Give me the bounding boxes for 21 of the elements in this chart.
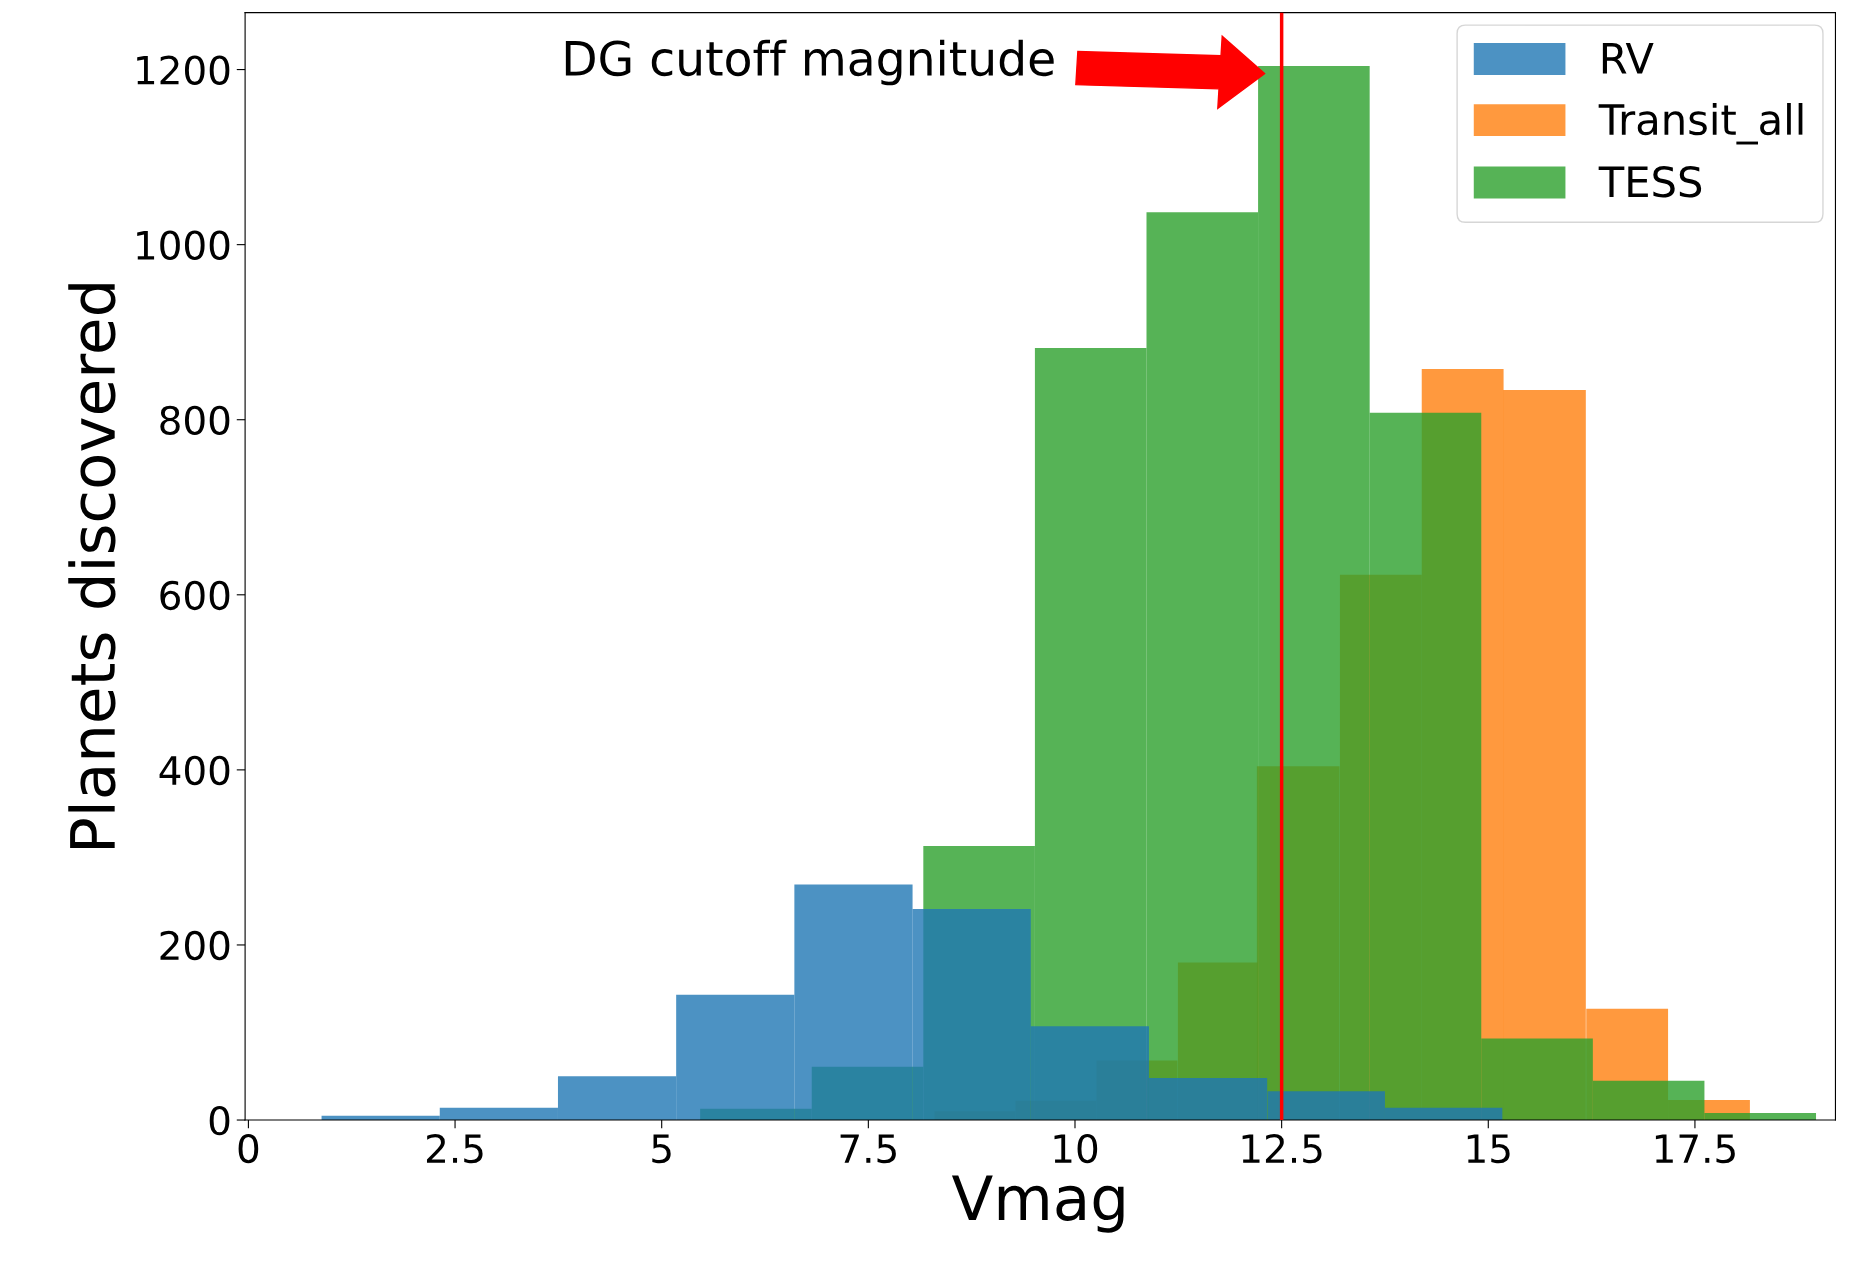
y-axis-title: Planets discovered [68, 284, 116, 849]
legend-label: RV [1602, 43, 1654, 74]
x-tick-label: 0 [238, 1133, 259, 1164]
x-tick-label: 17.5 [1655, 1134, 1735, 1164]
x-tick-label: 2.5 [426, 1133, 483, 1164]
x-tick-label: 5 [652, 1134, 671, 1164]
y-tick-label: 600 [160, 580, 230, 611]
y-tick-label: 0 [209, 1105, 230, 1136]
y-tick-label: 1000 [137, 230, 230, 260]
legend-label: TESS [1598, 166, 1702, 198]
y-tick-label: 200 [160, 930, 230, 961]
y-tick-label: 400 [159, 755, 230, 786]
legend-label: Transit_all [1598, 103, 1803, 145]
y-tick-label: 800 [160, 405, 230, 436]
x-tick-label: 12.5 [1242, 1133, 1322, 1164]
x-tick-label: 10 [1054, 1133, 1098, 1164]
x-tick-label: 15 [1467, 1134, 1510, 1164]
annotation: DG cutoff magnitude [565, 39, 1054, 86]
x-axis-title: Vmag [951, 1175, 1124, 1233]
y-tick-label: 1200 [137, 55, 230, 85]
x-tick-label: 7.5 [840, 1134, 896, 1164]
